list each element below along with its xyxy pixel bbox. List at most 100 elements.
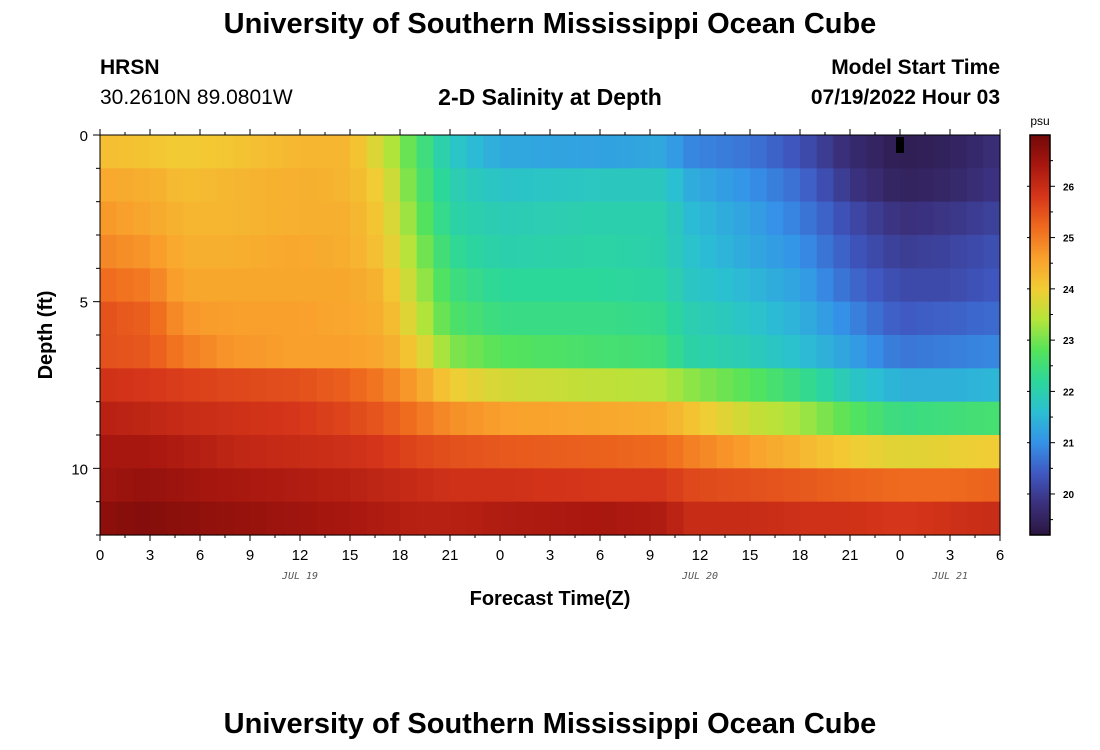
heatmap-cell	[583, 168, 601, 203]
heatmap-cell	[633, 201, 651, 236]
heatmap-cell	[900, 168, 918, 203]
heatmap-cell	[283, 468, 301, 503]
heatmap-cell	[183, 468, 201, 503]
heatmap-cell	[283, 401, 301, 436]
heatmap-cell	[900, 401, 918, 436]
heatmap-cell	[450, 435, 468, 469]
heatmap-cell	[383, 301, 401, 336]
heatmap-cell	[733, 135, 751, 169]
heatmap-cell	[100, 201, 118, 236]
heatmap-cell	[566, 268, 584, 303]
heatmap-cell	[983, 368, 1001, 403]
heatmap-cell	[266, 268, 284, 303]
heatmap-cell	[600, 301, 618, 336]
heatmap-cell	[800, 401, 818, 436]
heatmap-cell	[716, 301, 734, 336]
x-tick-label: 3	[546, 547, 554, 564]
heatmap-cell	[150, 501, 168, 536]
heatmap-cell	[483, 268, 501, 303]
heatmap-cell	[966, 268, 984, 303]
heatmap-cell	[500, 335, 518, 369]
heatmap-cell	[416, 268, 434, 303]
heatmap-cell	[433, 501, 451, 536]
heatmap-cell	[416, 168, 434, 203]
heatmap-cell	[150, 301, 168, 336]
heatmap-cell	[566, 235, 584, 269]
heatmap-cell	[183, 301, 201, 336]
heatmap-cell	[233, 368, 251, 403]
heatmap-cell	[533, 268, 551, 303]
heatmap-cell	[483, 435, 501, 469]
heatmap-cell	[600, 235, 618, 269]
heatmap-cell	[950, 201, 968, 236]
heatmap-cell	[883, 468, 901, 503]
heatmap-cell	[433, 368, 451, 403]
heatmap-cell	[783, 435, 801, 469]
heatmap-cell	[116, 501, 134, 536]
heatmap-cell	[633, 468, 651, 503]
heatmap-cell	[616, 135, 634, 169]
heatmap-cell	[533, 201, 551, 236]
heatmap-cell	[850, 235, 868, 269]
heatmap-cell	[716, 435, 734, 469]
heatmap-cell	[716, 335, 734, 369]
heatmap-cell	[500, 401, 518, 436]
axis-ticks: 0 3 6 9 12 15 18 21 0 3 6 9 12 15 18 21 0 3 6 JUL 19 JUL 20 J…	[71, 128, 1004, 582]
heatmap-cell	[733, 235, 751, 269]
heatmap-cell	[666, 268, 684, 303]
heatmap-cell	[383, 268, 401, 303]
heatmap-cell	[866, 268, 884, 303]
heatmap-cell	[816, 301, 834, 336]
heatmap-cell	[233, 301, 251, 336]
heatmap-cell	[166, 201, 184, 236]
heatmap-cell	[816, 168, 834, 203]
heatmap-cell	[333, 135, 351, 169]
heatmap-cell	[350, 235, 368, 269]
heatmap-cell	[333, 368, 351, 403]
heatmap-cell	[683, 401, 701, 436]
heatmap-cell	[866, 168, 884, 203]
heatmap-cell	[550, 201, 568, 236]
heatmap-cell	[216, 335, 234, 369]
heatmap-cell	[883, 168, 901, 203]
heatmap-cell	[250, 168, 268, 203]
heatmap-cell	[766, 401, 784, 436]
heatmap-cell	[833, 468, 851, 503]
heatmap-cell	[916, 168, 934, 203]
heatmap-cell	[716, 501, 734, 536]
heatmap-cell	[366, 135, 384, 169]
heatmap-cell	[166, 401, 184, 436]
x-tick-label: 0	[896, 547, 904, 564]
heatmap-cell	[133, 335, 151, 369]
model-start-label: Model Start Time	[831, 56, 1000, 79]
heatmap-cell	[516, 368, 534, 403]
heatmap-cell	[583, 235, 601, 269]
heatmap-cell	[316, 201, 334, 236]
heatmap-cell	[400, 301, 418, 336]
heatmap-cell	[366, 435, 384, 469]
heatmap-cell	[283, 301, 301, 336]
heatmap-cell	[500, 168, 518, 203]
heatmap-cell	[783, 201, 801, 236]
heatmap-cell	[983, 501, 1001, 536]
heatmap-cell	[566, 401, 584, 436]
heatmap-cell	[533, 468, 551, 503]
heatmap-cell	[766, 301, 784, 336]
heatmap-cell	[650, 501, 668, 536]
heatmap-cell	[250, 301, 268, 336]
heatmap-cell	[800, 235, 818, 269]
heatmap-cell	[866, 235, 884, 269]
heatmap-cell	[950, 235, 968, 269]
heatmap-cell	[366, 368, 384, 403]
heatmap-cell	[450, 235, 468, 269]
heatmap-cell	[433, 235, 451, 269]
heatmap-cell	[366, 168, 384, 203]
heatmap-cell	[683, 135, 701, 169]
heatmap-cell	[650, 168, 668, 203]
heatmap-cell	[433, 135, 451, 169]
footer-title: University of Southern Mississippi Ocean…	[223, 708, 877, 740]
heatmap-cell	[166, 168, 184, 203]
heatmap-cell	[616, 301, 634, 336]
heatmap-cell	[466, 401, 484, 436]
heatmap-cell	[633, 301, 651, 336]
